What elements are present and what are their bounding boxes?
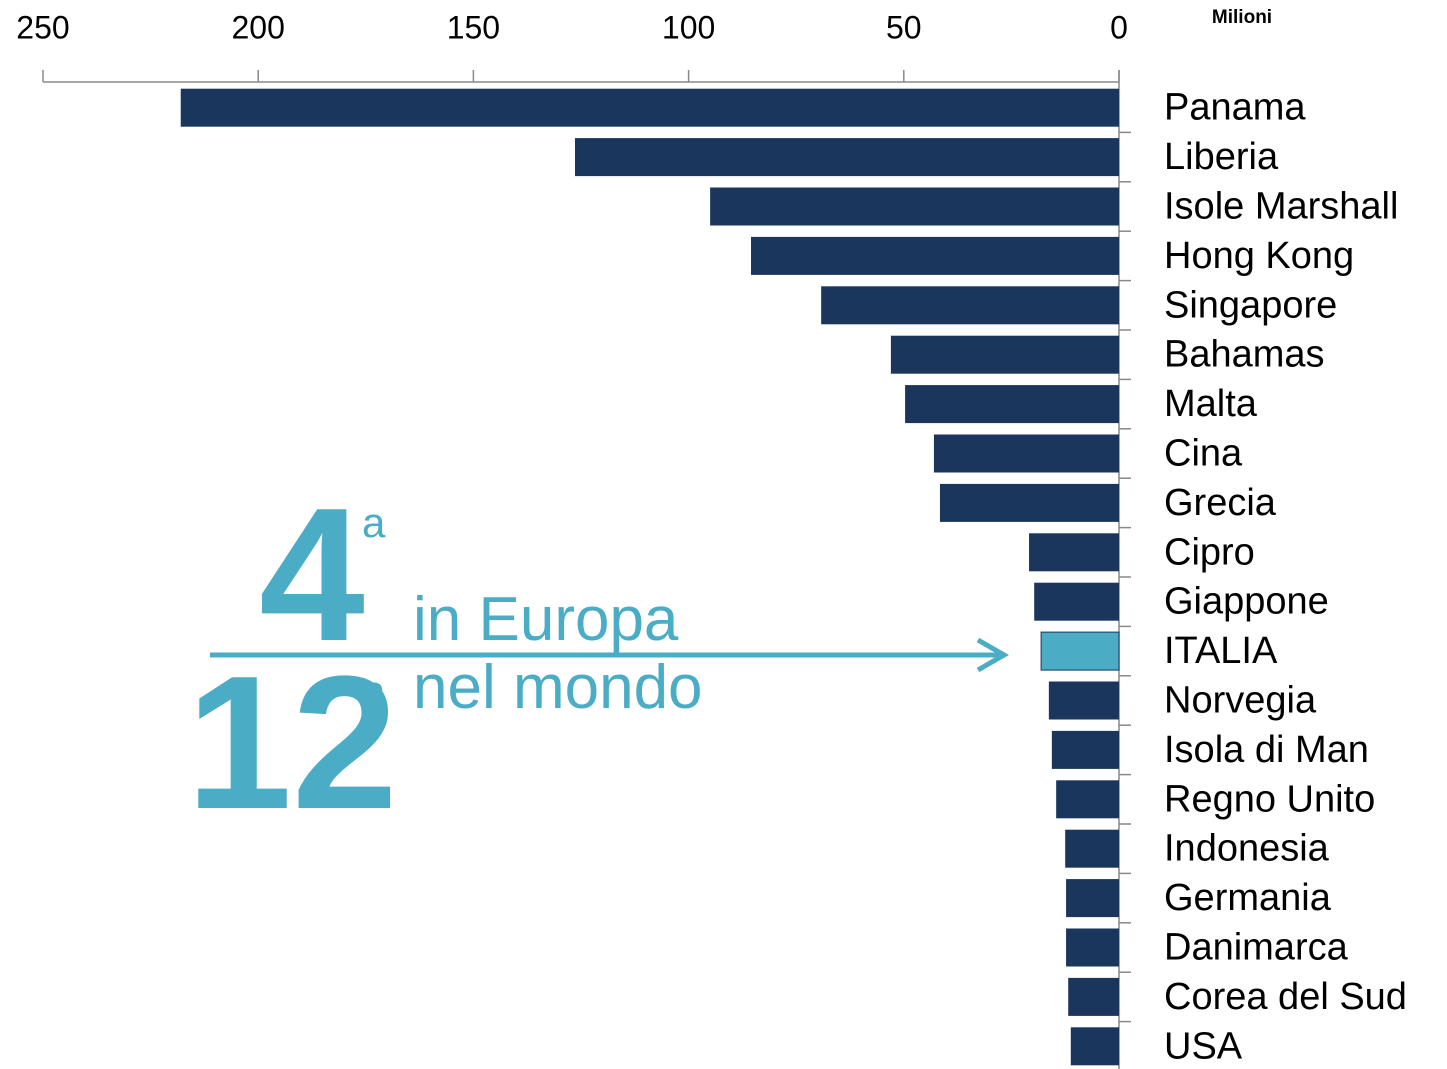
x-tick-label: 250: [16, 9, 69, 45]
y-tick-label: USA: [1164, 1025, 1243, 1067]
y-tick-label: Giappone: [1164, 581, 1329, 623]
bar: [1051, 730, 1119, 769]
bar: [1056, 780, 1119, 819]
rank-world: 12: [186, 637, 397, 849]
x-tick-label: 100: [662, 9, 715, 45]
x-tick-label: 0: [1110, 9, 1128, 45]
bar: [710, 187, 1119, 226]
arrow-head: [976, 637, 1010, 673]
y-tick-label: Grecia: [1164, 482, 1277, 524]
bar: [905, 385, 1119, 424]
y-tick-label: Malta: [1164, 383, 1258, 425]
y-tick-label: Isola di Man: [1164, 729, 1369, 771]
rank-europe: 4: [259, 469, 365, 681]
unit-label: Milioni: [1212, 7, 1272, 28]
bar: [751, 236, 1119, 275]
bar: [1070, 1027, 1119, 1066]
bar: [933, 434, 1119, 473]
bar: [939, 483, 1119, 522]
y-tick-label: Germania: [1164, 877, 1332, 919]
y-tick-label: Isole Marshall: [1164, 186, 1398, 228]
bar: [1066, 879, 1119, 918]
bar: [1048, 681, 1119, 720]
y-tick-label: Danimarca: [1164, 927, 1349, 969]
bar: [890, 335, 1119, 374]
x-tick-label: 150: [447, 9, 500, 45]
bar: [180, 88, 1119, 127]
europe-text: in Europa: [413, 585, 679, 654]
bar: [821, 286, 1119, 325]
world-text: nel mondo: [413, 653, 703, 722]
rank-suffix: a: [362, 667, 386, 714]
y-tick-label: Bahamas: [1164, 334, 1325, 376]
bar: [574, 138, 1119, 177]
y-tick-label: Singapore: [1164, 284, 1337, 326]
bar: [1065, 829, 1119, 868]
y-tick-label: Panama: [1164, 87, 1306, 129]
rank-suffix: a: [362, 499, 386, 546]
y-tick-label: Norvegia: [1164, 680, 1317, 722]
bar: [1066, 928, 1119, 967]
bar: [1034, 582, 1119, 621]
y-tick-label: Cipro: [1164, 531, 1255, 573]
y-tick-label: ITALIA: [1164, 630, 1278, 672]
y-tick-label: Cina: [1164, 433, 1243, 475]
y-tick-label: Hong Kong: [1164, 235, 1354, 277]
y-tick-label: Indonesia: [1164, 828, 1330, 870]
bar: [1040, 631, 1120, 671]
x-tick-label: 200: [232, 9, 285, 45]
y-tick-label: Corea del Sud: [1164, 976, 1407, 1018]
bar: [1029, 533, 1119, 572]
bar: [1068, 977, 1119, 1016]
x-tick-label: 50: [886, 9, 922, 45]
y-tick-label: Regno Unito: [1164, 778, 1375, 820]
y-tick-label: Liberia: [1164, 136, 1279, 178]
